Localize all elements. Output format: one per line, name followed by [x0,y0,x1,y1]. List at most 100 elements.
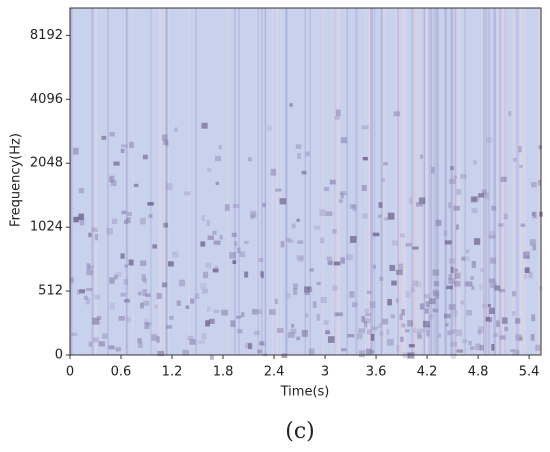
texture [267,125,272,131]
texture [213,240,221,245]
texture [259,342,266,346]
texture [443,230,448,236]
texture [391,280,397,286]
texture [169,315,174,320]
texture [304,289,310,296]
texture [233,8,236,355]
texture [126,217,131,223]
texture [372,232,380,237]
texture [429,298,436,305]
texture [109,277,115,284]
texture [423,8,426,355]
texture [121,144,128,148]
texture [138,291,142,296]
texture [301,170,307,175]
texture [212,230,217,235]
texture [305,313,309,318]
texture [205,262,212,268]
texture [230,320,236,327]
texture [489,307,495,315]
texture [221,309,229,316]
texture [520,223,526,227]
texture [346,254,353,261]
texture [464,281,468,287]
texture [325,330,330,335]
texture [156,336,160,343]
x-tick-label: 4.2 [417,365,438,380]
texture [416,202,423,207]
texture [410,287,415,293]
texture [165,8,168,355]
texture [498,223,504,227]
texture [368,8,371,355]
texture [172,251,179,258]
texture [400,8,404,355]
texture [483,8,485,355]
texture [361,125,369,130]
texture [147,202,154,206]
texture [379,331,384,336]
texture [516,8,519,355]
texture [493,333,498,337]
texture [358,350,365,358]
texture [94,294,101,300]
texture [465,281,473,287]
texture [203,271,209,279]
texture [274,298,278,305]
texture [70,8,73,355]
texture [412,327,417,334]
texture [238,8,240,355]
texture [195,8,197,355]
texture [280,241,285,248]
x-tick-label: 2.4 [264,365,285,380]
texture [425,325,431,332]
texture [444,240,452,245]
texture [519,164,523,169]
texture [424,308,429,314]
texture [226,8,229,355]
texture [152,244,158,249]
texture [108,345,115,350]
texture [426,330,430,337]
texture [131,8,134,355]
texture [372,264,376,269]
texture [487,8,490,355]
texture [405,291,411,298]
texture [201,214,205,221]
texture [391,240,399,246]
texture [86,269,94,276]
texture [398,8,400,355]
texture [133,183,139,187]
texture [419,154,424,159]
x-tick-label: 3 [321,365,329,380]
texture [236,315,242,319]
texture [521,8,523,355]
texture [432,269,440,276]
texture [403,8,407,355]
texture [296,255,304,261]
texture [530,333,535,341]
texture [433,8,437,355]
texture [529,239,536,246]
texture [105,8,107,355]
texture [70,277,75,284]
texture [498,288,506,293]
texture [188,8,190,355]
texture [389,264,396,271]
texture [241,312,245,317]
texture [179,279,186,287]
texture [207,306,211,312]
texture [417,328,425,333]
texture [387,212,395,220]
texture [475,343,481,351]
texture [334,116,340,120]
texture [452,8,455,355]
texture [206,219,211,227]
texture [511,311,516,316]
texture [219,234,223,240]
y-tick-label: 1024 [30,220,63,235]
texture [401,309,406,316]
texture [185,305,190,309]
texture [72,147,79,155]
texture [309,8,311,355]
